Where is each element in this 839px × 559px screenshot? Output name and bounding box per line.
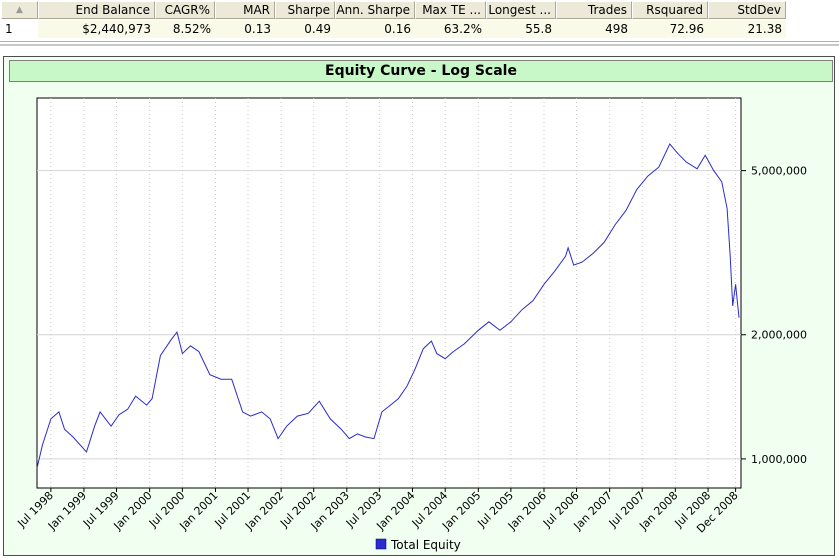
column-header-rsquared[interactable]: Rsquared	[632, 1, 708, 19]
chart-panel: Equity Curve - Log Scale 1,000,000 2,000,…	[3, 56, 835, 556]
column-header-mar[interactable]: MAR	[215, 1, 275, 19]
legend: Total Equity	[375, 538, 461, 552]
results-grid: ▲ End Balance CAGR% MAR Sharpe Ann. Shar…	[0, 0, 839, 40]
cell-rsquared[interactable]: 72.96	[632, 20, 708, 38]
column-header-sharpe[interactable]: Sharpe	[275, 1, 335, 19]
column-header-cagr[interactable]: CAGR%	[155, 1, 215, 19]
y-tick-label: 5,000,000	[751, 165, 807, 178]
cell-ann-sharpe[interactable]: 0.16	[335, 20, 415, 38]
legend-label-total-equity: Total Equity	[390, 538, 461, 552]
cell-trades[interactable]: 498	[556, 20, 632, 38]
y-tick-label: 1,000,000	[751, 453, 807, 466]
splitter-bar[interactable]	[0, 44, 839, 46]
cell-mar[interactable]: 0.13	[215, 20, 275, 38]
column-header-max-te[interactable]: Max TE ...	[415, 1, 486, 19]
grid-lines	[37, 98, 741, 488]
cell-end-balance[interactable]: $2,440,973	[38, 20, 155, 38]
chart-title: Equity Curve - Log Scale	[9, 60, 833, 82]
cell-cagr[interactable]: 8.52%	[155, 20, 215, 38]
cell-sharpe[interactable]: 0.49	[275, 20, 335, 38]
cell-max-te[interactable]: 63.2%	[415, 20, 486, 38]
column-header-trades[interactable]: Trades	[556, 1, 632, 19]
plot-area	[36, 97, 742, 489]
column-header-stddev[interactable]: StdDev	[708, 1, 786, 19]
column-header-end-balance[interactable]: End Balance	[38, 1, 155, 19]
legend-swatch-total-equity	[375, 538, 387, 550]
sort-indicator[interactable]: ▲	[1, 1, 38, 19]
cell-longest[interactable]: 55.8	[486, 20, 556, 38]
y-tick-label: 2,000,000	[751, 329, 807, 342]
column-header-ann-sharpe[interactable]: Ann. Sharpe	[335, 1, 415, 19]
cell-stddev[interactable]: 21.38	[708, 20, 786, 38]
row-index[interactable]: 1	[1, 20, 38, 38]
column-header-longest[interactable]: Longest ...	[486, 1, 556, 19]
grid-bottom-border	[0, 41, 839, 42]
series-line-total-equity	[36, 143, 740, 469]
